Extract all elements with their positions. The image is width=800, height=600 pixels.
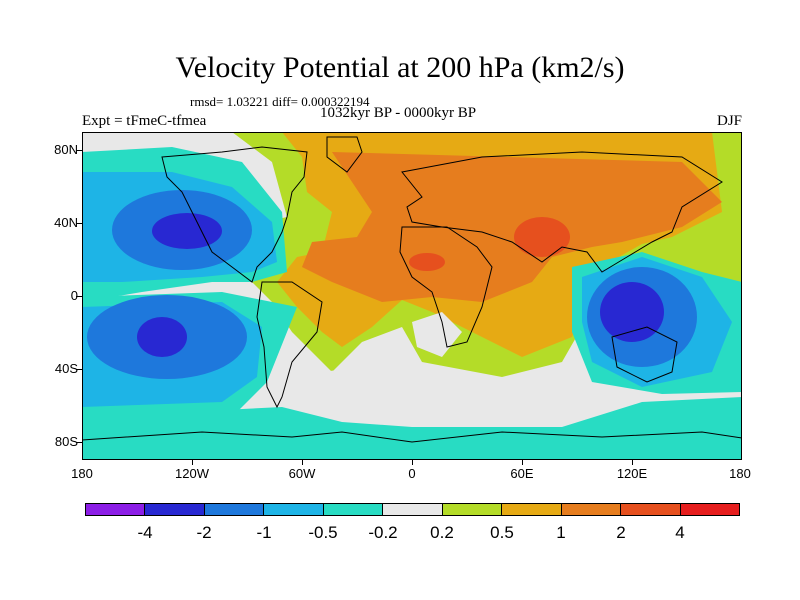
colorbar-swatch	[621, 504, 681, 515]
lon-label-60e: 60E	[510, 466, 534, 481]
colorbar-swatch	[323, 504, 384, 515]
colorbar-swatch	[680, 504, 739, 515]
lat-label-80n: 80N	[54, 142, 78, 157]
lat-label-80s: 80S	[54, 434, 78, 449]
colorbar-swatch	[264, 504, 324, 515]
axis-tick	[76, 296, 82, 297]
stats-text: rmsd= 1.03221 diff= 0.000322194	[190, 94, 370, 109]
colorbar-swatch	[204, 504, 265, 515]
colorbar-label: -0.5	[308, 523, 338, 542]
coastline-antarctica	[82, 431, 742, 443]
lat-label-40n: 40N	[54, 215, 78, 230]
lon-label-180w: 180	[71, 466, 93, 481]
near-zero-south	[257, 332, 622, 422]
near-zero-indian-ocean	[412, 312, 462, 357]
colorbar-swatch	[561, 504, 622, 515]
coastline-africa	[399, 226, 493, 348]
axis-tick	[302, 460, 303, 465]
colorbar-label: 4	[675, 523, 685, 542]
colorbar-label: 1	[556, 523, 566, 542]
axis-tick	[632, 460, 633, 465]
period-text: 1032kyr BP - 0000kyr BP	[320, 105, 477, 121]
lon-label-180e: 180	[729, 466, 751, 481]
lon-label-120w: 120W	[175, 466, 209, 481]
negative-field-south-band	[82, 397, 742, 460]
coastline-north-america	[161, 146, 308, 283]
colorbar-label: -1	[256, 523, 272, 542]
axis-tick	[192, 460, 193, 465]
colorbar-label: 0.2	[430, 523, 454, 542]
lon-label-0: 0	[408, 466, 416, 481]
coastline-europe-asia	[401, 151, 723, 273]
positive-core-asia	[514, 217, 570, 257]
colorbar-swatch	[442, 504, 503, 515]
colorbar-label: -4	[137, 523, 153, 542]
lon-label-60w: 60W	[288, 466, 316, 481]
colorbar-swatch	[145, 504, 205, 515]
positive-core-africa	[409, 253, 445, 271]
axis-tick	[76, 442, 82, 443]
axis-tick	[76, 150, 82, 151]
colorbar-label: 0.5	[490, 523, 514, 542]
lon-label-120e: 120E	[616, 466, 648, 481]
velocity-potential-map	[82, 132, 742, 460]
colorbar-label: 2	[616, 523, 626, 542]
negative-core-north-pacific	[152, 213, 222, 249]
coastlines	[82, 136, 742, 443]
negative-core-south-pacific	[137, 317, 187, 357]
lat-label-40s: 40S	[54, 361, 78, 376]
coastline-australia	[611, 326, 678, 383]
axis-tick	[412, 460, 413, 465]
experiment-label: Expt = tFmeC-tfmea	[82, 113, 207, 129]
axis-tick	[76, 369, 82, 370]
chart-title: Velocity Potential at 200 hPa (km2/s)	[175, 51, 625, 84]
colorbar-swatch	[502, 504, 562, 515]
colorbar	[85, 503, 740, 516]
colorbar-swatch	[383, 504, 443, 515]
negative-core-maritime	[600, 282, 664, 342]
season-label: DJF	[716, 113, 742, 129]
colorbar-swatch	[86, 504, 146, 515]
lat-label-equator: 0	[70, 288, 78, 303]
coastline-south-america	[256, 281, 323, 409]
axis-tick	[76, 223, 82, 224]
colorbar-label: -0.2	[368, 523, 398, 542]
positive-field-dark-orange	[302, 152, 722, 302]
colorbar-label: -2	[196, 523, 212, 542]
coastline-greenland	[326, 136, 363, 173]
axis-tick	[522, 460, 523, 465]
